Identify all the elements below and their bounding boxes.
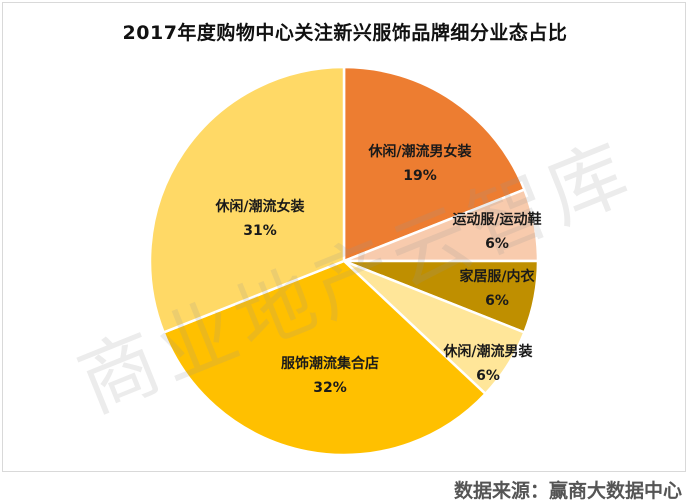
- slice-name: 休闲/潮流男女装: [368, 144, 472, 160]
- pie-slice: [162, 259, 487, 457]
- slice-pct: 6%: [485, 293, 509, 309]
- slice-label-collection-store: 服饰潮流集合店 32%: [281, 352, 379, 400]
- slice-pct: 19%: [403, 168, 437, 184]
- slice-name: 休闲/潮流男装: [443, 344, 533, 360]
- slice-label-sportswear: 运动服/运动鞋 6%: [452, 208, 541, 256]
- slice-name: 家居服/内衣: [459, 269, 535, 285]
- slice-name: 服饰潮流集合店: [281, 356, 379, 372]
- slice-label-casual-women: 休闲/潮流女装 31%: [215, 195, 304, 243]
- slice-name: 运动服/运动鞋: [452, 212, 542, 228]
- pie-slice: [148, 65, 346, 334]
- data-source: 数据来源：赢商大数据中心: [453, 480, 682, 502]
- slice-pct: 32%: [313, 380, 347, 396]
- pie-slice: [342, 65, 526, 263]
- slice-name: 休闲/潮流女装: [215, 199, 305, 215]
- slice-pct: 6%: [485, 236, 509, 252]
- slice-label-casual-unisex: 休闲/潮流男女装 19%: [368, 140, 471, 188]
- pie-slices: [148, 65, 540, 457]
- slice-label-casual-men: 休闲/潮流男装 6%: [443, 340, 532, 388]
- slice-pct: 6%: [476, 368, 500, 384]
- chart-title: 2017年度购物中心关注新兴服饰品牌细分业态占比: [122, 22, 568, 44]
- slice-pct: 31%: [243, 223, 277, 239]
- slice-label-homewear: 家居服/内衣 6%: [459, 265, 534, 313]
